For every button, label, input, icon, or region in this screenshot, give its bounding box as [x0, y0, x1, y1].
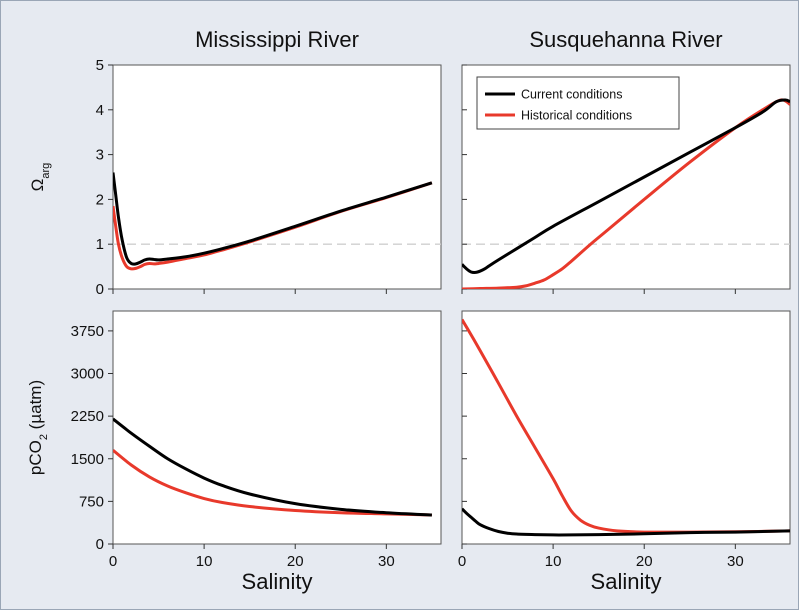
series-line-2-historical [113, 449, 432, 517]
y-tick-label-2-3: 2250 [71, 408, 104, 425]
y-tick-label-0-3: 3 [96, 147, 104, 164]
legend-box [476, 76, 680, 130]
plot-area-3 [461, 310, 791, 545]
series-line-1-current [462, 98, 790, 275]
panel-3: 0 10 20 30 [458, 310, 791, 570]
x-tick-label-2-2: 20 [287, 553, 304, 570]
plot-area-2 [112, 310, 442, 545]
y-tick-label-2-1: 750 [79, 493, 104, 510]
y-tick-label-2-0: 0 [96, 536, 104, 553]
legend-label-0: Current conditions [521, 88, 622, 102]
y-tick-label-2-2: 1500 [71, 451, 104, 468]
y-tick-label-0-2: 2 [96, 191, 104, 208]
legend: Current conditions Historical conditions [476, 76, 680, 130]
series-line-3-current [462, 507, 790, 537]
panel-title-1: Susquehanna River [529, 27, 722, 52]
y-axis-label-1: pCO2 (µatm) [26, 380, 50, 475]
x-tick-label-2-3: 30 [378, 553, 395, 570]
panel-0: 0 1 2 3 4 5 [96, 57, 442, 298]
y-tick-label-2-4: 3000 [71, 366, 104, 383]
y-axis-label-0: Ωarg [28, 163, 52, 192]
x-tick-label-3-1: 10 [545, 553, 562, 570]
x-axis-label-0: Salinity [242, 569, 313, 594]
y-tick-label-0-1: 1 [96, 236, 104, 253]
y-tick-label-0-5: 5 [96, 57, 104, 74]
panel-title-0: Mississippi River [195, 27, 359, 52]
x-tick-label-2-1: 10 [196, 553, 213, 570]
x-axis-label-1: Salinity [591, 569, 662, 594]
series-line-2-current [113, 417, 432, 517]
series-line-0-current [113, 172, 433, 266]
plot-area-0 [112, 64, 442, 290]
panel-1: Current conditions Historical conditions [461, 64, 791, 294]
x-tick-label-3-0: 0 [458, 553, 466, 570]
x-tick-label-3-3: 30 [727, 553, 744, 570]
x-tick-label-3-2: 20 [636, 553, 653, 570]
y-tick-label-0-0: 0 [96, 281, 104, 298]
y-tick-label-0-4: 4 [96, 102, 104, 119]
x-tick-label-2-0: 0 [109, 553, 117, 570]
y-tick-label-2-5: 3750 [71, 323, 104, 340]
panel-2: 0 10 20 30 0 750 1500 2250 3000 3750 [71, 310, 442, 570]
legend-label-1: Historical conditions [521, 109, 632, 123]
